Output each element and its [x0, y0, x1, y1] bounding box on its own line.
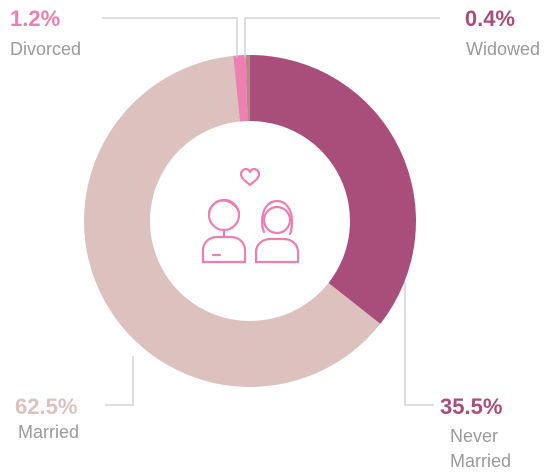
labels: 35.5% Never Married 62.5% Married 1.2% Divorce…: [10, 6, 540, 471]
value-label: 35.5%: [440, 394, 502, 419]
category-label: Widowed: [466, 39, 540, 59]
slice: [245, 55, 250, 122]
value-label: 1.2%: [10, 6, 60, 31]
slice: [250, 55, 416, 324]
leader-line: [404, 282, 434, 406]
leader-line: [102, 17, 238, 58]
leader-line: [105, 356, 134, 406]
value-label: 62.5%: [15, 394, 77, 419]
value-label: 0.4%: [465, 6, 515, 31]
leader-line: [244, 17, 440, 58]
slice: [84, 55, 381, 387]
slice: [233, 55, 248, 122]
couple-icon: [201, 167, 300, 264]
category-label: Divorced: [10, 39, 81, 59]
category-label: Married: [18, 422, 79, 442]
category-label: Never Married: [450, 426, 511, 471]
slices: [84, 55, 416, 387]
